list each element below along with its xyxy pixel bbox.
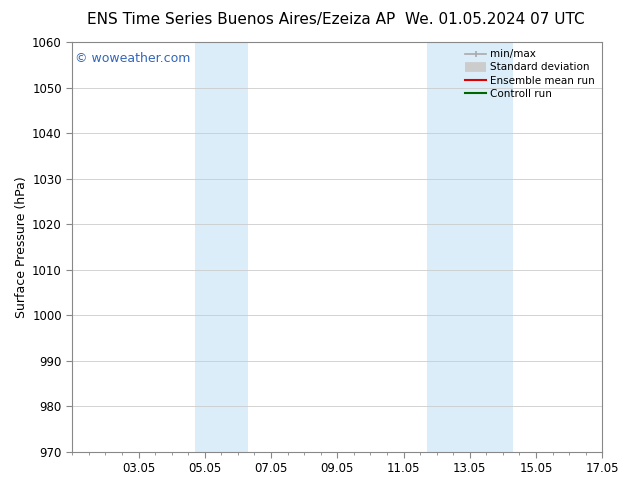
Bar xyxy=(470,42,513,452)
Bar xyxy=(427,42,470,452)
Text: ENS Time Series Buenos Aires/Ezeiza AP: ENS Time Series Buenos Aires/Ezeiza AP xyxy=(87,12,395,27)
Bar xyxy=(195,42,248,452)
Legend: min/max, Standard deviation, Ensemble mean run, Controll run: min/max, Standard deviation, Ensemble me… xyxy=(463,47,597,101)
Y-axis label: Surface Pressure (hPa): Surface Pressure (hPa) xyxy=(15,176,28,318)
Text: We. 01.05.2024 07 UTC: We. 01.05.2024 07 UTC xyxy=(404,12,585,27)
Text: © woweather.com: © woweather.com xyxy=(75,52,190,65)
